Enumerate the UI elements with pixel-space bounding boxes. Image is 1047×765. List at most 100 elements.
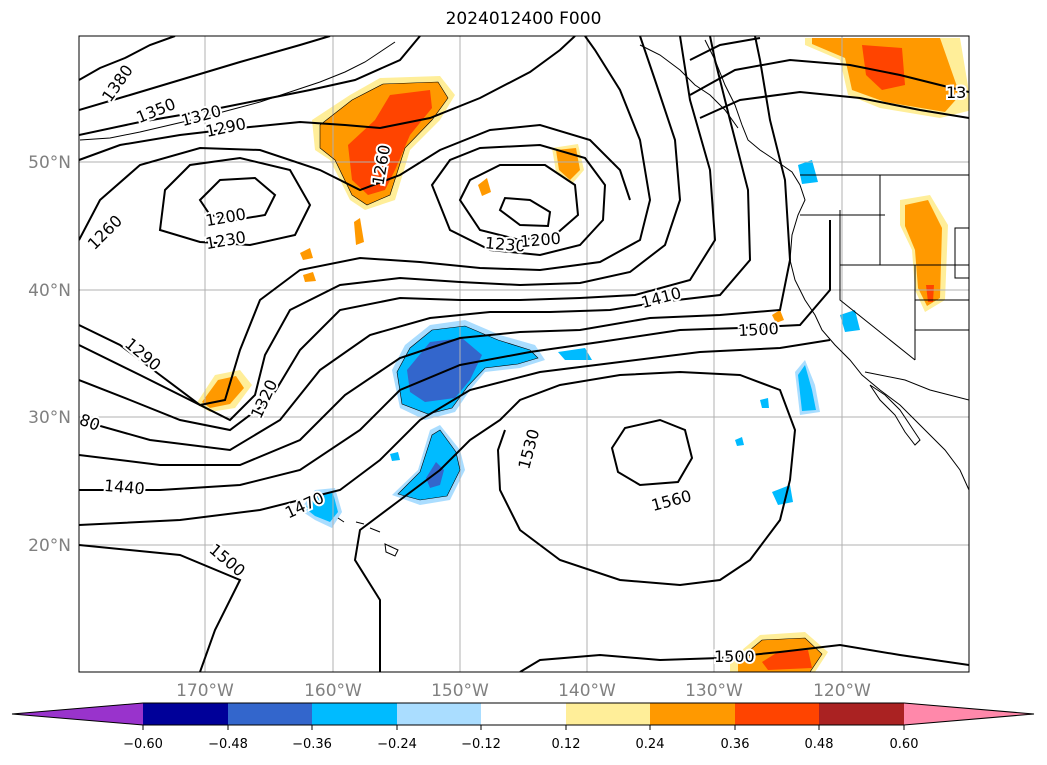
hawaiian-islands — [337, 517, 399, 557]
fill-region — [926, 285, 934, 302]
fill-region — [862, 45, 905, 90]
contour-line — [79, 36, 576, 161]
lon-label-170w: 170°W — [176, 681, 234, 701]
contour-line — [79, 36, 331, 111]
alaska-coast — [639, 44, 739, 129]
lon-label-140w: 140°W — [558, 681, 616, 701]
colorbar-tick-label: −0.12 — [461, 737, 501, 752]
fill-region — [303, 272, 316, 282]
contour-label: 1230 — [204, 227, 247, 253]
map-area: 1380 1350 1320 1290 1260 1260 1200 1230 … — [77, 36, 969, 672]
map-title: 2024012400 F000 — [445, 9, 602, 29]
fill-outline — [737, 637, 823, 672]
colorbar-extend-min — [12, 703, 143, 725]
colorbar-swatch — [143, 703, 228, 725]
fill-region — [202, 376, 244, 408]
contour-line — [79, 544, 242, 672]
fill-region — [760, 398, 769, 408]
colorbar-tick-label: 0.24 — [636, 737, 665, 752]
map-frame — [78, 35, 970, 673]
contour-line — [79, 220, 831, 491]
longitude-labels: 170°W 160°W 150°W 140°W 130°W 120°W — [176, 681, 871, 701]
fill-outline — [319, 81, 449, 206]
colorbar-tick-label: 0.48 — [805, 737, 834, 752]
fill-region — [300, 248, 313, 260]
fill-region — [772, 485, 793, 505]
positive-anomaly-fills — [196, 38, 969, 672]
negative-anomaly-fills — [300, 160, 860, 528]
lat-label-40n: 40°N — [28, 281, 71, 301]
contour-line — [689, 58, 969, 96]
contour-line — [79, 36, 421, 136]
contour-line — [158, 156, 312, 247]
fill-region — [426, 462, 444, 488]
contour-line — [79, 36, 752, 452]
fill-region — [478, 178, 491, 196]
contour-label: 1380 — [98, 61, 137, 105]
contour-line — [519, 643, 969, 672]
lon-label-160w: 160°W — [304, 681, 362, 701]
contour-line — [79, 36, 682, 422]
baja-peninsula — [869, 384, 921, 446]
colorbar-tick-label: 0.60 — [890, 737, 919, 752]
contour-line — [79, 36, 717, 432]
fill-region — [398, 430, 460, 500]
aleutian-islands — [79, 41, 396, 141]
colorbar-tick-label: −0.36 — [292, 737, 332, 752]
colorbar-tick-label: 0.12 — [552, 737, 581, 752]
contour-line — [198, 176, 277, 222]
colorbar-swatch — [397, 703, 481, 725]
lat-label-50n: 50°N — [28, 153, 71, 173]
contour-line — [79, 36, 792, 466]
colorbar-tick-label: −0.60 — [123, 737, 163, 752]
contour-label: 1440 — [103, 476, 145, 498]
colorbar-swatch — [312, 703, 397, 725]
contour-label: 1530 — [514, 427, 543, 471]
state-border — [954, 227, 969, 279]
contour-line — [79, 339, 831, 526]
contour-label: 1500 — [738, 319, 780, 340]
fill-region — [305, 493, 338, 522]
contour-label: 1560 — [649, 486, 693, 515]
contour-label: 1350 — [133, 94, 178, 127]
fill-region — [762, 650, 812, 670]
colorbar-tick-label: −0.48 — [208, 737, 248, 752]
fill-region — [390, 452, 400, 461]
contour-label: 1410 — [639, 283, 683, 312]
fill-region — [407, 338, 482, 402]
contour-line — [498, 196, 552, 228]
height-contours — [79, 36, 969, 672]
lon-label-130w: 130°W — [685, 681, 743, 701]
contour-line — [79, 123, 631, 241]
fill-region — [798, 365, 816, 411]
contour-label: 1200 — [204, 204, 247, 230]
fill-region — [798, 160, 818, 184]
fill-region — [354, 218, 364, 245]
fill-region — [348, 90, 432, 195]
fill-outline — [397, 429, 461, 501]
colorbar-swatch — [228, 703, 312, 725]
fill-region — [772, 310, 784, 323]
contour-line — [430, 143, 607, 257]
colorbar-swatch — [566, 703, 650, 725]
state-border — [839, 265, 916, 361]
colorbar-extend-max — [904, 703, 1034, 725]
contour-label: 80 — [77, 410, 103, 435]
lon-label-120w: 120°W — [813, 681, 871, 701]
fill-region — [840, 310, 860, 332]
lat-label-20n: 20°N — [28, 536, 71, 556]
fill-region — [735, 437, 744, 446]
fill-region — [558, 348, 592, 360]
latitude-labels: 50°N 40°N 30°N 20°N — [28, 153, 71, 556]
colorbar-swatch — [819, 703, 904, 725]
contour-line — [458, 164, 580, 242]
contour-line — [79, 36, 176, 81]
fill-region — [905, 200, 942, 306]
contour-label: 13 — [946, 83, 966, 102]
colorbar-swatch — [650, 703, 735, 725]
lon-label-150w: 150°W — [431, 681, 489, 701]
us-mexico-border — [864, 371, 969, 401]
colorbar-tick-label: −0.24 — [377, 737, 417, 752]
colorbar-ticks — [142, 725, 905, 730]
